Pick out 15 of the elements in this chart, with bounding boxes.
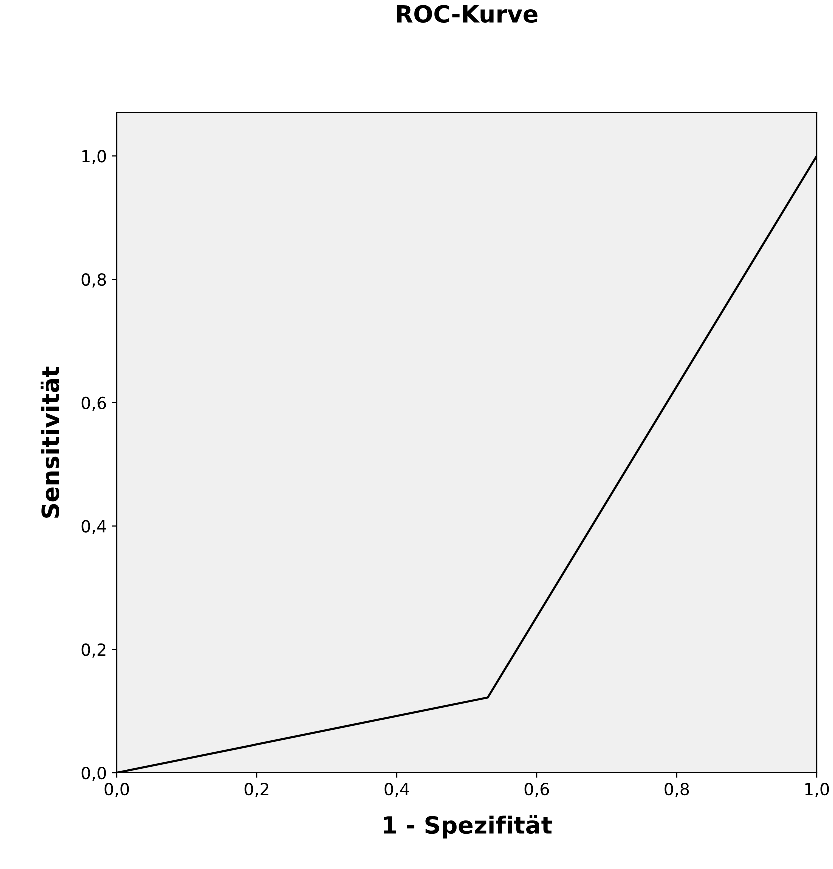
x-tick-label: 0,4 [384, 783, 410, 798]
x-axis-title: 1 - Spezifität [384, 816, 552, 839]
y-tick-label: 0,4 [82, 520, 106, 535]
y-tick-label: 0,6 [82, 396, 106, 412]
y-tick-label: 0,2 [82, 644, 106, 658]
y-tick-label: 0,8 [82, 274, 106, 288]
x-tick-label: 0,6 [524, 783, 550, 798]
y-tick-label: 0,0 [82, 766, 106, 782]
y-axis-title: Sensitivität [40, 366, 60, 518]
x-tick-label: 1,0 [806, 783, 830, 798]
x-tick-label: 0,0 [104, 783, 130, 798]
x-tick-label: 0,8 [664, 783, 690, 798]
chart-title: ROC-Kurve [397, 5, 538, 24]
x-tick-label: 0,2 [244, 783, 269, 798]
y-tick-label: 1,0 [82, 150, 106, 164]
